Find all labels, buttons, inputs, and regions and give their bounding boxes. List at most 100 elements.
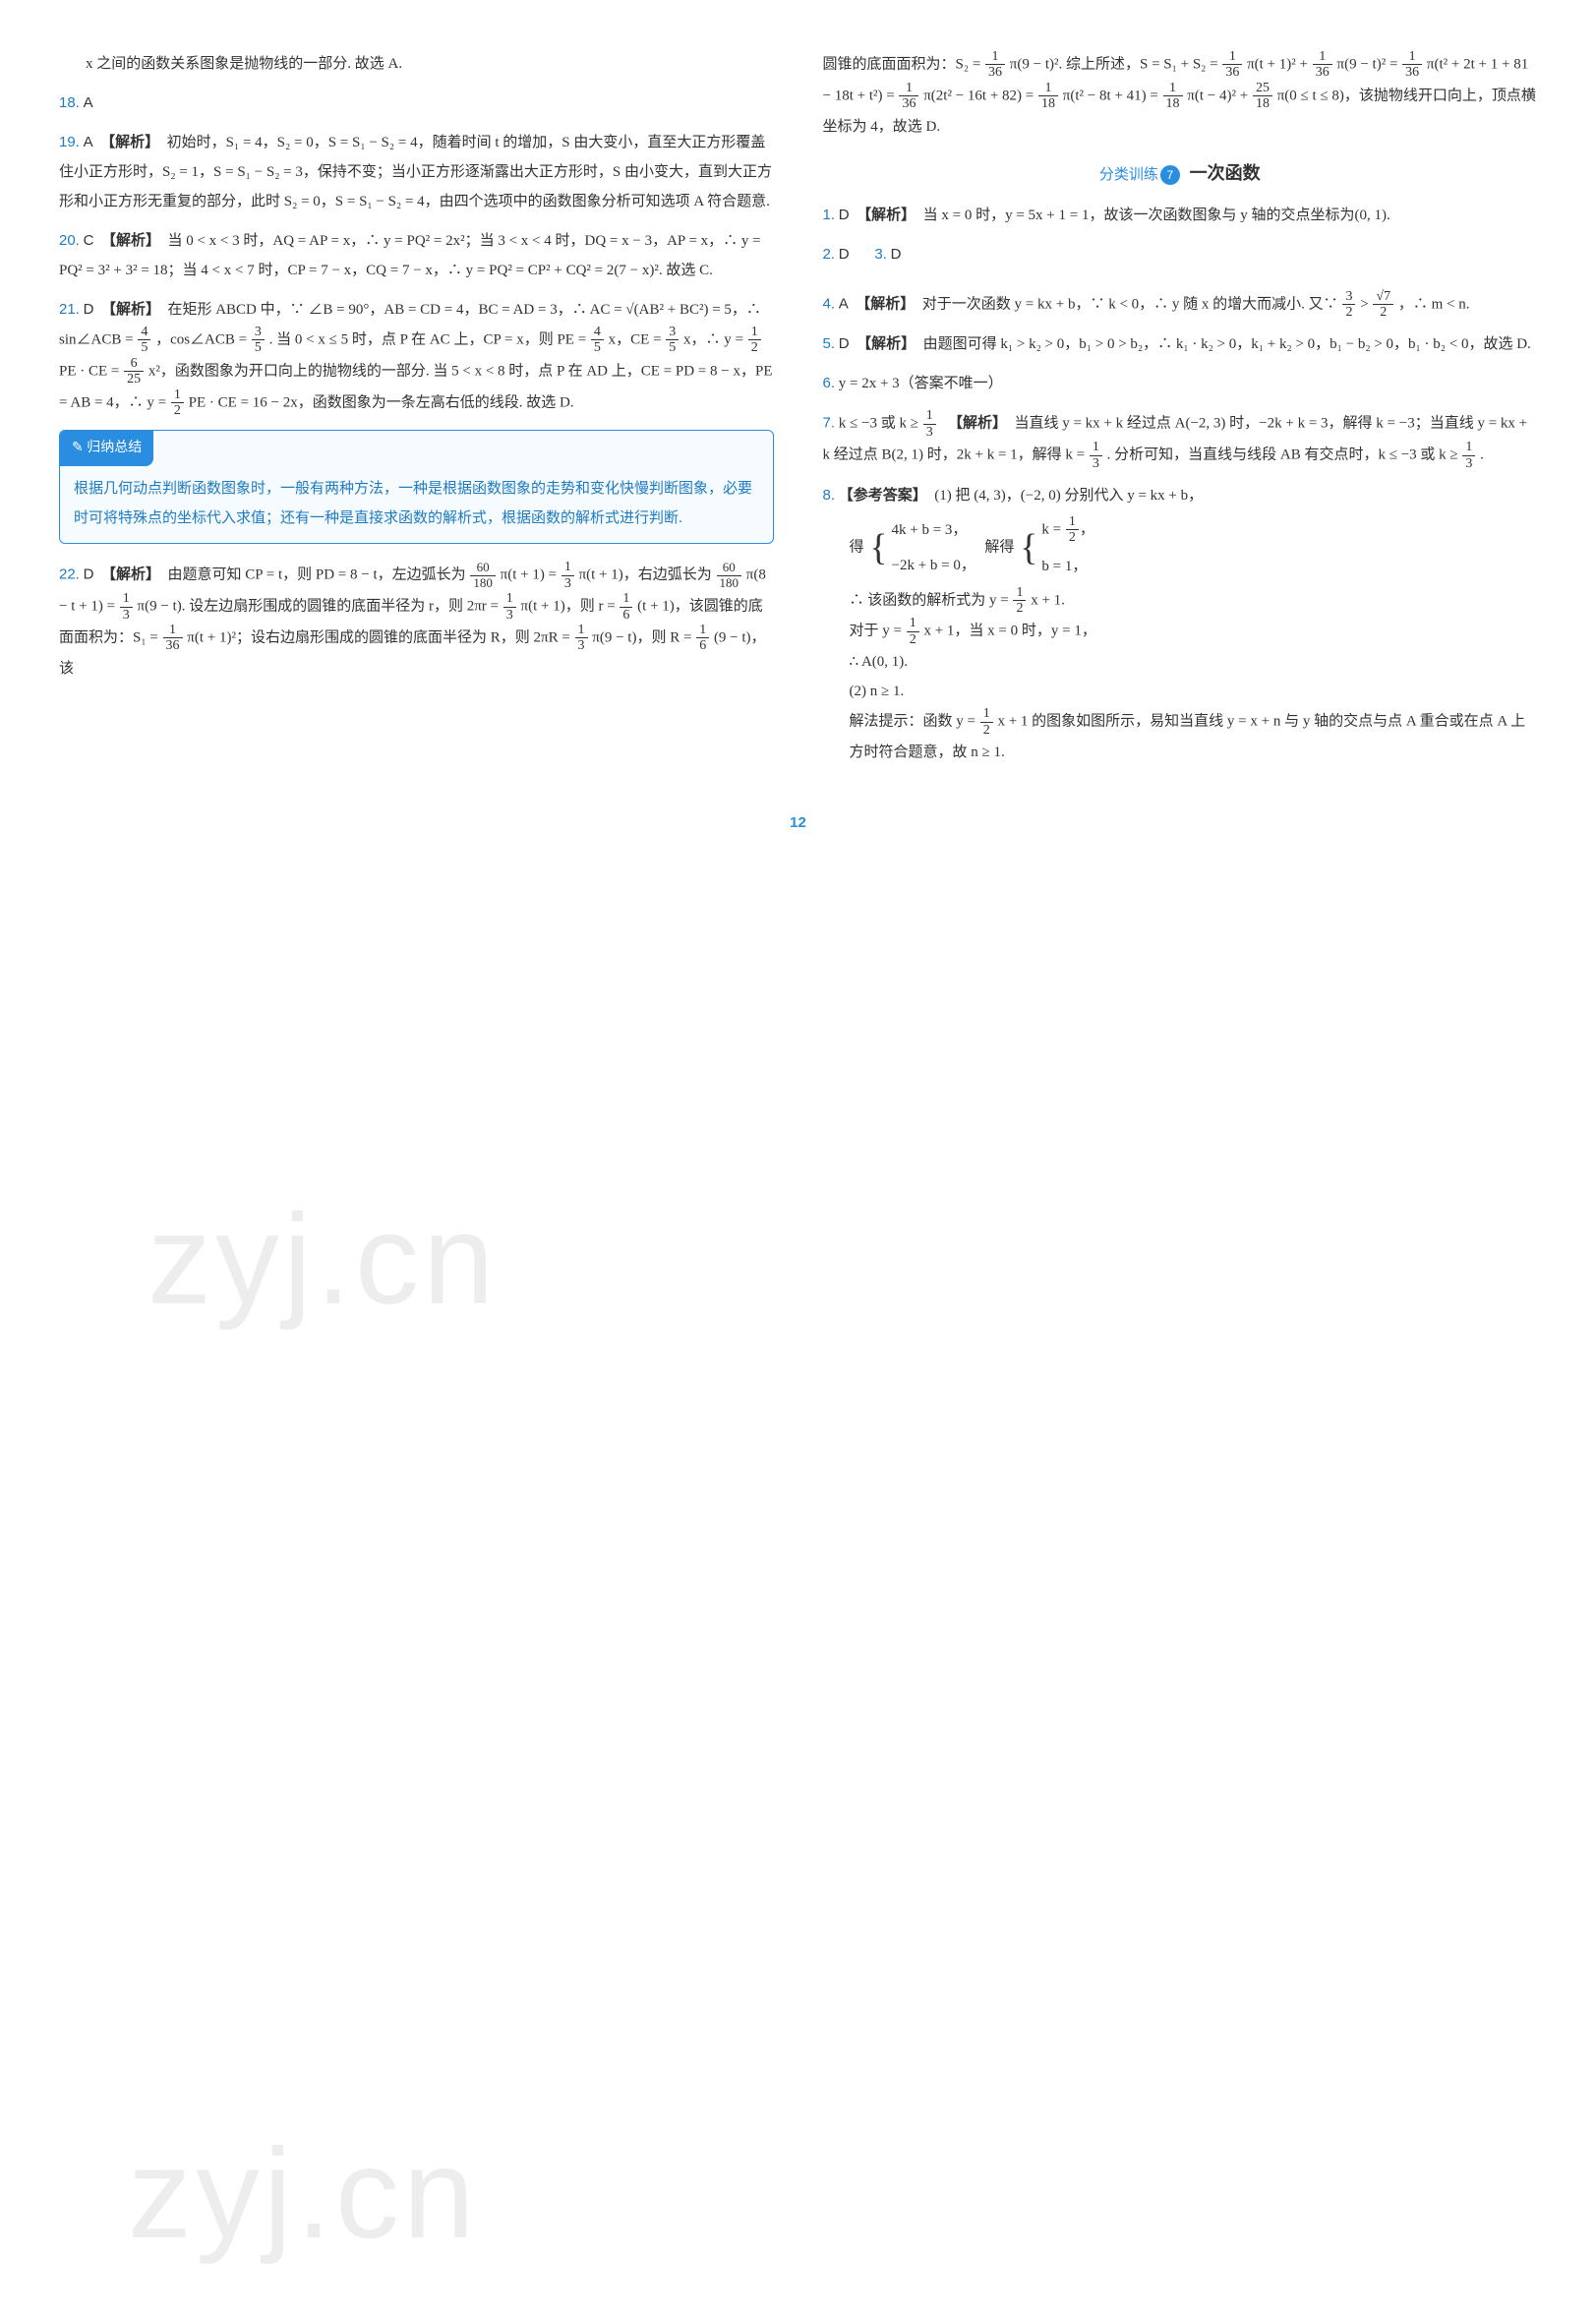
- q21-seg6: PE · CE =: [59, 363, 123, 379]
- q22c-f7: 118: [1163, 81, 1183, 112]
- r-q8-label: 【参考答案】: [839, 488, 927, 504]
- q21-ans: D: [84, 301, 94, 318]
- r-q8-sys1: { 4k + b = 3， −2k + b = 0，: [869, 515, 975, 580]
- q21-seg3: . 当 0 < x ≤ 5 时，点 P 在 AC 上，CP = x，则 PE =: [269, 331, 590, 347]
- r-q8-seg3-pre: 对于 y =: [850, 624, 906, 639]
- watermark-1: zyj.cn: [148, 1131, 498, 1387]
- right-column: 圆锥的底面面积为：S₂ = 136 π(9 − t)². 综上所述，S = S₁…: [823, 49, 1538, 777]
- r-q6-ans: y = 2x + 3（答案不唯一）: [839, 376, 1003, 391]
- q22c-f5: 136: [899, 81, 918, 112]
- q19: 19. A 【解析】 初始时，S₁ = 4，S₂ = 0，S = S₁ − S₂…: [59, 128, 774, 216]
- q21-frac5: 12: [748, 325, 761, 356]
- q22-ans: D: [84, 566, 94, 583]
- q18: 18. A: [59, 89, 774, 118]
- q21-frac7: 12: [171, 387, 184, 419]
- q22: 22. D 【解析】 由题意可知 CP = t，则 PD = 8 − t，左边弧…: [59, 560, 774, 683]
- q20-body: 当 0 < x < 3 时，AQ = AP = x，∴ y = PQ² = 2x…: [59, 233, 761, 278]
- q22c-seg4: π(9 − t)² =: [1337, 56, 1402, 72]
- r-q7-fb: 13: [1090, 440, 1102, 471]
- q19-label: 【解析】: [100, 135, 159, 150]
- q22-label: 【解析】: [101, 567, 160, 583]
- r-q4-seg2: >: [1360, 296, 1372, 312]
- r-q7-ans-pre: k ≤ −3 或 k ≥: [839, 416, 922, 432]
- r-q8-seg5: (2) n ≥ 1.: [850, 684, 905, 699]
- q22-seg9: π(9 − t)，则 R =: [592, 629, 695, 645]
- r-q5-body: 由题图可得 k₁ > k₂ > 0，b₁ > 0 > b₂，∴ k₁ · k₂ …: [923, 336, 1531, 352]
- q22c-f6: 118: [1038, 81, 1058, 112]
- r-q7-num: 7.: [823, 415, 836, 432]
- r-q1-body: 当 x = 0 时，y = 5x + 1 = 1，故该一次函数图象与 y 轴的交…: [923, 208, 1390, 223]
- r-q4-f2: √72: [1373, 289, 1393, 321]
- r-q8-seg4: ∴ A(0, 1).: [850, 654, 909, 670]
- section-tag: 分类训练: [1099, 167, 1158, 183]
- r-q8-sys2-a: k = 12，: [1041, 514, 1094, 546]
- r-q8-f1: 12: [1013, 585, 1026, 617]
- r-q8-f3: 12: [980, 706, 993, 738]
- r-q7: 7. k ≤ −3 或 k ≥ 13 【解析】 当直线 y = kx + k 经…: [823, 408, 1538, 471]
- r-q8-seg1: (1) 把 (4, 3)，(−2, 0) 分别代入 y = kx + b，: [934, 488, 1203, 504]
- q21-frac4: 35: [666, 325, 679, 356]
- q22c-f8: 2518: [1253, 81, 1272, 112]
- q18-num: 18.: [59, 94, 80, 111]
- q22c-seg2: π(9 − t)². 综上所述，S = S₁ + S₂ =: [1010, 56, 1222, 72]
- r-q3: 3. D: [874, 240, 901, 269]
- r-q7-seg2: . 分析可知，当直线与线段 AB 有交点时，k ≤ −3 或 k ≥: [1107, 446, 1462, 462]
- r-q6: 6. y = 2x + 3（答案不唯一）: [823, 369, 1538, 398]
- r-q2-q3-row: 2. D 3. D: [823, 240, 1538, 279]
- r-q4-seg3: ，∴ m < n.: [1398, 296, 1470, 312]
- q19-body: 初始时，S₁ = 4，S₂ = 0，S = S₁ − S₂ = 4，随着时间 t…: [59, 135, 772, 209]
- r-q8-seg2-pre: ∴ 该函数的解析式为 y =: [850, 592, 1013, 608]
- q18-ans: A: [84, 94, 93, 111]
- q22c-seg8: π(t − 4)² +: [1187, 88, 1252, 103]
- r-q8-line6: 解法提示：函数 y = 12 x + 1 的图象如图所示，易知当直线 y = x…: [823, 706, 1538, 767]
- q22-frac-e: 13: [503, 591, 516, 623]
- q22c-seg6: π(2t² − 16t + 82) =: [923, 88, 1037, 103]
- r-q3-ans: D: [891, 246, 902, 263]
- r-q8-sys-row: 得 { 4k + b = 3， −2k + b = 0， 解得 { k = 12…: [823, 510, 1538, 585]
- summary-callout: 归纳总结 根据几何动点判断函数图象时，一般有两种方法，一种是根据函数图象的走势和…: [59, 430, 774, 544]
- q22-seg2: π(t + 1) =: [501, 567, 561, 583]
- q21-num: 21.: [59, 301, 80, 318]
- q22-seg6: π(t + 1)，则 r =: [521, 598, 620, 614]
- q22-seg8: π(t + 1)²；设右边扇形围成的圆锥的底面半径为 R，则 2πR =: [187, 629, 573, 645]
- r-q8-sys-pre: 得: [850, 539, 864, 555]
- q21-seg4: x，CE =: [609, 331, 666, 347]
- r-q7-fc: 13: [1462, 440, 1475, 471]
- q22-frac-i: 16: [696, 623, 709, 654]
- q22c-f4: 136: [1402, 49, 1422, 81]
- r-q8-line4: ∴ A(0, 1).: [823, 647, 1538, 677]
- r-q1-num: 1.: [823, 207, 836, 223]
- r-q8-line5: (2) n ≥ 1.: [823, 677, 1538, 706]
- q22-frac-h: 13: [575, 623, 588, 654]
- section-header: 分类训练7 一次函数: [823, 155, 1538, 191]
- summary-callout-title: 归纳总结: [60, 431, 153, 466]
- q22-num: 22.: [59, 566, 80, 583]
- r-q4-num: 4.: [823, 295, 836, 312]
- q22c-seg7: π(t² − 8t + 41) =: [1063, 88, 1162, 103]
- q20-label: 【解析】: [101, 233, 160, 249]
- q19-ans: A: [84, 134, 93, 150]
- q22-frac-a: 60180: [470, 561, 496, 590]
- q22-seg5: π(9 − t). 设左边扇形围成的圆锥的底面半径为 r，则 2πr =: [138, 598, 502, 614]
- q20-ans: C: [84, 232, 94, 249]
- q22-seg3: π(t + 1)，右边弧长为: [579, 567, 712, 583]
- q20-num: 20.: [59, 232, 80, 249]
- r-q8-seg2-post: x + 1.: [1031, 592, 1065, 608]
- q22c-f2: 136: [1222, 49, 1242, 81]
- r-q1: 1. D 【解析】 当 x = 0 时，y = 5x + 1 = 1，故该一次函…: [823, 201, 1538, 230]
- q22-frac-b: 13: [562, 560, 574, 591]
- q19-num: 19.: [59, 134, 80, 150]
- r-q5-ans: D: [839, 335, 850, 352]
- q22c-f1: 136: [985, 49, 1005, 81]
- r-q8-sys2-b: b = 1，: [1041, 552, 1094, 581]
- q22-continued: 圆锥的底面面积为：S₂ = 136 π(9 − t)². 综上所述，S = S₁…: [823, 49, 1538, 142]
- r-q8-num: 8.: [823, 487, 836, 504]
- q22c-f3: 136: [1313, 49, 1332, 81]
- r-q2-num: 2.: [823, 246, 836, 263]
- left-column: x 之间的函数关系图象是抛物线的一部分. 故选 A. 18. A 19. A 【…: [59, 49, 774, 777]
- q21-frac2: 35: [252, 325, 265, 356]
- r-q6-num: 6.: [823, 375, 836, 391]
- r-q4-seg1: 对于一次函数 y = kx + b，∵ k < 0，∴ y 随 x 的增大而减小…: [922, 296, 1342, 312]
- r-q4-label: 【解析】: [856, 296, 915, 312]
- watermark-2: zyj.cn: [128, 2065, 478, 2321]
